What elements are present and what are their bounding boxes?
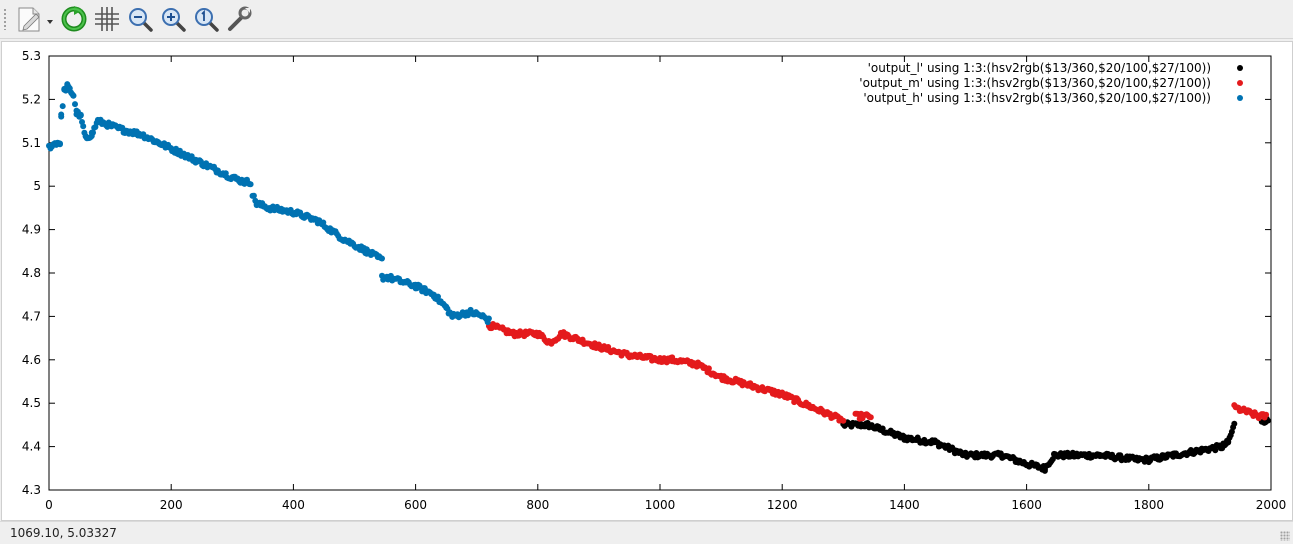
plot-area[interactable]: 0 200 400 600 800 1000 1200 1400 1600 1800 2000 4.… [1,41,1293,521]
legend-label: 'output_l' using 1:3:(hsv2rgb($13/360,$2… [868,61,1211,75]
replot-icon [61,6,87,32]
scatter-chart[interactable]: 0 200 400 600 800 1000 1200 1400 1600 1800 2000 4.… [2,42,1292,520]
legend-marker [1237,80,1243,86]
data-point [59,103,66,110]
data-point [1041,467,1048,474]
data-point [70,92,77,99]
y-tick-label: 4.3 [22,483,41,497]
x-tick-label: 600 [404,498,427,512]
toolbar [0,0,1293,39]
zoom-previous-icon [129,8,153,32]
y-tick-label: 4.4 [22,440,41,454]
x-tick-label: 1000 [645,498,676,512]
x-tick-label: 1600 [1011,498,1042,512]
zoom-next-icon [162,8,186,32]
resize-grip[interactable] [1280,531,1290,541]
data-point [90,129,96,136]
chevron-down-icon [47,20,53,24]
data-point [435,293,441,300]
settings-icon [228,6,252,31]
y-tick-label: 5.2 [22,92,41,106]
data-point [379,255,385,262]
cursor-coordinates: 1069.10, 5.03327 [10,526,117,540]
series-output-l [840,415,1271,474]
toolbar-grip[interactable] [3,8,7,30]
data-point [485,315,492,322]
data-point [80,123,87,130]
y-tick-labels: 4.3 4.4 4.5 4.6 4.7 4.8 4.9 5 5.1 5.2 5.3 [22,49,41,497]
zoom-next-button[interactable] [158,4,188,34]
legend-label: 'output_h' using 1:3:(hsv2rgb($13/360,$2… [863,91,1211,105]
data-point [867,414,874,421]
x-tick-label: 1800 [1134,498,1165,512]
data-point [72,101,78,108]
legend: 'output_l' using 1:3:(hsv2rgb($13/360,$2… [859,61,1243,105]
data-point [57,141,63,148]
y-tick-label: 4.9 [22,223,41,237]
axis-ticks [48,55,1272,491]
y-tick-label: 4.7 [22,309,41,323]
y-tick-label: 5.3 [22,49,41,63]
x-tick-labels: 0 200 400 600 800 1000 1200 1400 1600 1800 2000 [45,498,1286,512]
autoscale-icon [195,8,219,32]
grid-button[interactable] [92,4,122,34]
x-tick-label: 0 [45,498,53,512]
data-point [1228,428,1235,435]
settings-button[interactable] [224,4,254,34]
x-tick-label: 1200 [767,498,798,512]
y-tick-label: 5 [33,179,41,193]
series-output-m [485,321,1270,424]
legend-marker [1237,65,1243,71]
y-tick-label: 4.6 [22,353,41,367]
data-point [250,192,257,199]
status-bar: 1069.10, 5.03327 [0,521,1293,544]
zoom-previous-button[interactable] [125,4,155,34]
data-point [705,365,712,372]
autoscale-button[interactable] [191,4,221,34]
replot-button[interactable] [59,4,89,34]
x-tick-label: 200 [160,498,183,512]
series-output-h [46,81,492,326]
legend-label: 'output_m' using 1:3:(hsv2rgb($13/360,$2… [859,76,1211,90]
x-tick-label: 2000 [1256,498,1287,512]
data-point [1212,447,1219,454]
data-point [247,181,254,188]
export-button[interactable] [14,4,58,34]
grid-icon [95,7,119,31]
y-tick-label: 4.5 [22,396,41,410]
data-point [840,417,847,424]
data-point [1231,420,1238,427]
data-point [77,112,84,119]
legend-marker [1237,95,1243,101]
y-tick-label: 4.8 [22,266,41,280]
data-point [58,111,65,118]
x-tick-label: 800 [526,498,549,512]
x-tick-label: 400 [282,498,305,512]
export-icon [18,7,40,32]
data-point [1263,411,1270,418]
axes-frame [48,55,1272,491]
x-tick-label: 1400 [889,498,920,512]
data-points [46,81,1271,474]
y-tick-label: 5.1 [22,136,41,150]
data-point [1225,439,1232,446]
